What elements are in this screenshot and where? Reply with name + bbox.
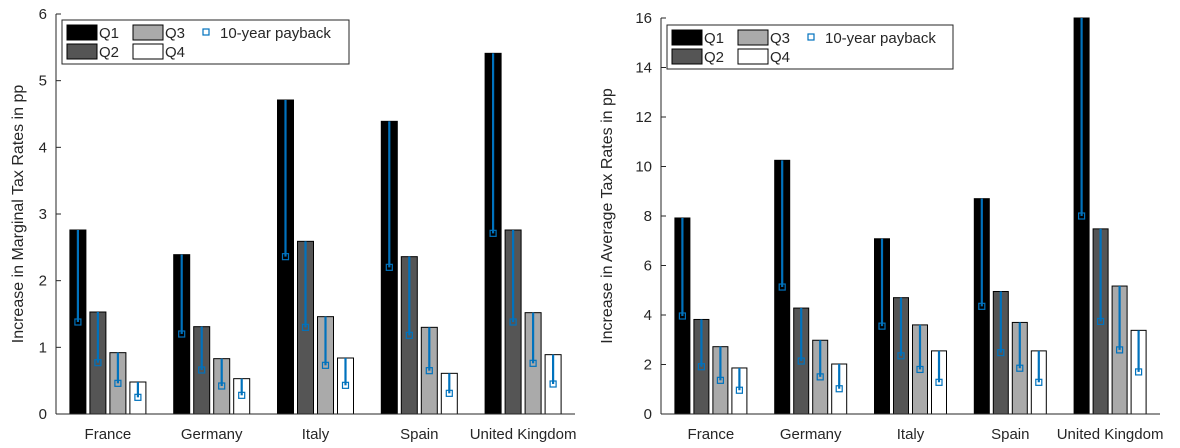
legend-label-q1: Q1 bbox=[99, 25, 119, 42]
legend-swatch-q3 bbox=[132, 24, 164, 41]
payback-marker-q2-united-kingdom bbox=[509, 318, 517, 326]
legend-swatch-q2 bbox=[66, 43, 98, 60]
y-tick-label: 6 bbox=[39, 6, 47, 23]
y-tick-label: 0 bbox=[644, 406, 652, 423]
x-tick-label: Germany bbox=[181, 426, 243, 443]
legend-label-payback: 10-year payback bbox=[825, 30, 936, 47]
y-tick-label: 1 bbox=[39, 339, 47, 356]
legend-label-q3: Q3 bbox=[770, 30, 790, 47]
x-tick-label: Spain bbox=[991, 426, 1029, 443]
legend-label-payback: 10-year payback bbox=[220, 25, 331, 42]
legend-box bbox=[61, 19, 350, 65]
x-tick-label: Italy bbox=[302, 426, 330, 443]
payback-marker-q1-france bbox=[678, 312, 687, 320]
x-tick-label: Italy bbox=[897, 426, 925, 443]
payback-marker-q2-france bbox=[697, 363, 706, 371]
payback-marker-q4-united-kingdom bbox=[549, 380, 557, 388]
chart-marginal-tax-rates: France Germany Italy Spain United Kingdom 0 1 2… bbox=[10, 6, 577, 443]
payback-marker-q4-germany bbox=[238, 391, 246, 399]
payback-marker-q4-spain bbox=[1035, 378, 1043, 386]
payback-marker-q1-italy bbox=[281, 253, 290, 261]
x-tick-label: Germany bbox=[780, 426, 842, 443]
x-tick-label: France bbox=[688, 426, 735, 443]
legend-label-q4: Q4 bbox=[770, 49, 790, 66]
legend-label-q3: Q3 bbox=[165, 25, 185, 42]
payback-marker-q2-spain bbox=[997, 349, 1005, 357]
legend-swatch-q4 bbox=[737, 48, 769, 65]
payback-marker-q3-spain bbox=[425, 367, 433, 375]
payback-marker-q2-united-kingdom bbox=[1097, 317, 1105, 326]
y-tick-label: 12 bbox=[635, 109, 652, 126]
x-tick-label: United Kingdom bbox=[1057, 426, 1164, 443]
payback-marker-q2-france bbox=[94, 359, 102, 367]
legend-marker-payback bbox=[202, 28, 210, 36]
y-tick-label: 4 bbox=[644, 307, 652, 324]
payback-marker-q4-united-kingdom bbox=[1134, 368, 1143, 376]
payback-marker-q1-germany bbox=[778, 283, 786, 291]
payback-marker-q3-spain bbox=[1016, 364, 1024, 372]
y-tick-label: 5 bbox=[39, 73, 47, 90]
payback-marker-q1-united-kingdom bbox=[489, 229, 497, 237]
payback-marker-q3-france bbox=[716, 376, 725, 384]
payback-marker-q3-germany bbox=[816, 373, 824, 381]
legend-marker-payback bbox=[807, 33, 815, 41]
y-tick-label: 16 bbox=[635, 10, 652, 27]
payback-marker-q1-united-kingdom bbox=[1078, 212, 1086, 220]
y-tick-label: 3 bbox=[39, 206, 47, 223]
y-tick-label: 6 bbox=[644, 258, 652, 275]
y-tick-label: 0 bbox=[39, 406, 47, 423]
payback-marker-q4-italy bbox=[935, 378, 943, 386]
payback-marker-q2-spain bbox=[405, 331, 413, 339]
legend-swatch-q1 bbox=[671, 29, 703, 46]
legend-label-q2: Q2 bbox=[704, 49, 724, 66]
payback-marker-q1-spain bbox=[978, 302, 986, 310]
y-tick-label: 10 bbox=[635, 159, 652, 176]
y-tick-label: 2 bbox=[39, 273, 47, 290]
payback-marker-q1-italy bbox=[878, 322, 886, 330]
payback-marker-q2-germany bbox=[198, 366, 206, 374]
payback-marker-q2-italy bbox=[301, 323, 310, 331]
payback-marker-q3-united-kingdom bbox=[529, 359, 537, 367]
payback-marker-q3-italy bbox=[916, 365, 924, 374]
payback-marker-q3-germany bbox=[218, 382, 226, 390]
payback-marker-q4-france bbox=[735, 386, 743, 394]
payback-marker-q4-germany bbox=[835, 385, 843, 393]
payback-marker-q2-germany bbox=[797, 357, 805, 365]
y-tick-label: 4 bbox=[39, 139, 47, 156]
y-axis-label: Increase in Average Tax Rates in pp bbox=[599, 88, 616, 344]
payback-marker-q4-france bbox=[134, 393, 142, 401]
legend-swatch-q1 bbox=[66, 24, 98, 41]
payback-marker-q1-france bbox=[74, 318, 82, 326]
legend-swatch-q3 bbox=[737, 29, 769, 46]
legend-box bbox=[666, 24, 954, 70]
payback-marker-q1-germany bbox=[178, 330, 186, 338]
legend-label-q1: Q1 bbox=[704, 30, 724, 47]
x-tick-label: United Kingdom bbox=[470, 426, 577, 443]
y-tick-label: 14 bbox=[635, 60, 652, 77]
y-tick-label: 8 bbox=[644, 208, 652, 225]
payback-marker-q3-italy bbox=[321, 361, 330, 369]
legend-label-q4: Q4 bbox=[165, 44, 185, 61]
x-tick-label: France bbox=[85, 426, 132, 443]
y-tick-label: 2 bbox=[644, 357, 652, 374]
payback-marker-q4-italy bbox=[341, 381, 350, 389]
x-tick-label: Spain bbox=[400, 426, 438, 443]
y-axis-label: Increase in Marginal Tax Rates in pp bbox=[10, 85, 27, 344]
legend-swatch-q2 bbox=[671, 48, 703, 65]
payback-marker-q3-france bbox=[114, 379, 122, 387]
legend-label-q2: Q2 bbox=[99, 44, 119, 61]
chart-average-tax-rates: France Germany Italy Spain United Kingdom 0 2 4… bbox=[599, 10, 1164, 443]
payback-marker-q4-spain bbox=[445, 389, 453, 397]
payback-marker-q2-italy bbox=[897, 352, 905, 360]
payback-marker-q1-spain bbox=[385, 263, 393, 271]
payback-marker-q3-united-kingdom bbox=[1115, 346, 1124, 354]
legend-swatch-q4 bbox=[132, 43, 164, 60]
